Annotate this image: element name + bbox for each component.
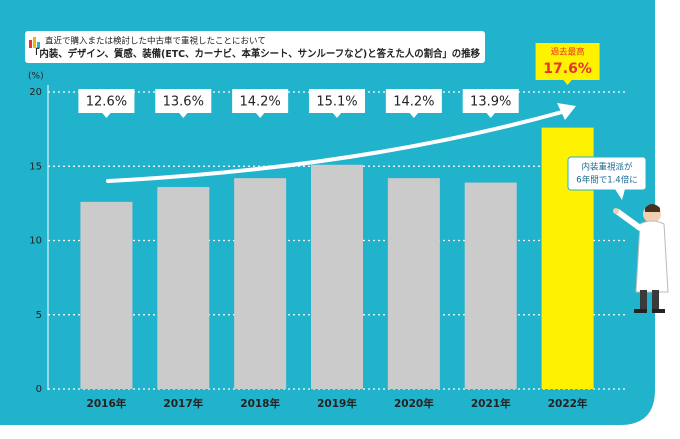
value-label: 14.2% — [239, 95, 280, 110]
value-label: 13.9% — [470, 95, 511, 110]
value-label: 12.6% — [86, 95, 127, 110]
value-label-box — [309, 89, 365, 113]
x-tick-label: 2021年 — [471, 397, 511, 410]
value-label: 13.6% — [163, 95, 204, 110]
x-tick-label: 2020年 — [394, 397, 434, 410]
callout-pointer — [615, 189, 625, 200]
callout-text: 内装重視派が — [581, 162, 633, 173]
icon — [37, 42, 40, 48]
callout-box — [567, 156, 647, 191]
value-label: 14.2% — [393, 95, 434, 110]
value-label-box — [462, 89, 519, 113]
value-label-box — [385, 89, 442, 113]
y-tick-label: 5 — [36, 310, 42, 321]
icon — [33, 37, 36, 48]
value-label-pointer — [255, 112, 266, 118]
bar — [311, 164, 363, 389]
value-label-box — [535, 43, 600, 80]
bar — [234, 178, 287, 389]
bar — [464, 182, 517, 389]
highlight-label: 過去最高 — [551, 47, 585, 58]
trend-arrow-head — [557, 103, 576, 120]
value-label-box — [78, 89, 135, 113]
bar — [157, 187, 210, 389]
y-tick-label: 0 — [36, 384, 42, 395]
x-tick-label: 2018年 — [240, 397, 280, 410]
y-tick-label: 15 — [29, 161, 42, 172]
bar — [80, 201, 133, 389]
y-tick-label: 20 — [29, 87, 42, 98]
value-label-pointer — [101, 112, 112, 118]
x-tick-label: 2017年 — [163, 397, 203, 410]
value-label-pointer — [562, 79, 573, 85]
y-unit: (%) — [28, 72, 44, 82]
y-tick-label: 10 — [29, 236, 42, 247]
illustration — [613, 204, 669, 313]
x-tick-label: 2022年 — [548, 397, 588, 410]
value-label-pointer — [332, 112, 342, 118]
icon — [29, 40, 32, 48]
trend-arrow — [106, 110, 564, 183]
callout-text: 6年間で1.4倍に — [576, 175, 637, 186]
chart-title: 「内装、デザイン、質感、装備(ETC、カーナビ、本革シート、サンルーフなど)と答… — [30, 47, 480, 60]
value-label-pointer — [485, 112, 496, 118]
value-label-box — [232, 89, 289, 113]
title-box — [25, 31, 485, 63]
chart-subtitle: 直近で購入または検討した中古車で重視したことにおいて — [45, 36, 266, 47]
x-tick-label: 2016年 — [87, 397, 127, 410]
value-label-pointer — [178, 112, 189, 118]
value-label: 15.1% — [316, 95, 357, 110]
value-label-pointer — [408, 112, 419, 118]
x-tick-label: 2019年 — [317, 397, 357, 410]
value-label-box — [155, 89, 212, 113]
value-label: 17.6% — [543, 61, 592, 77]
bar — [387, 178, 440, 389]
